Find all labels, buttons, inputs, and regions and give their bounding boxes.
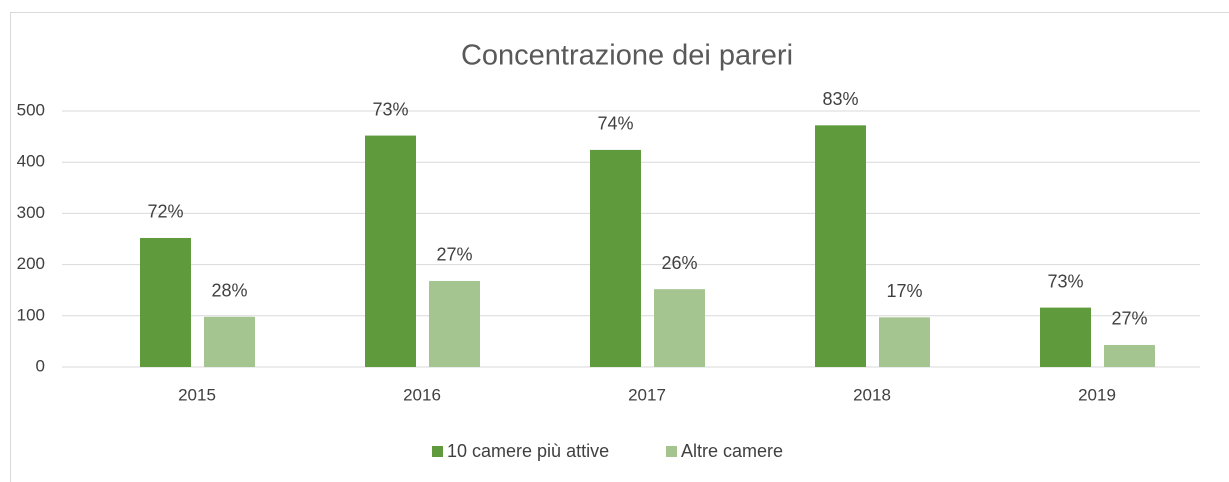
data-label: 73% xyxy=(1047,271,1083,291)
bar xyxy=(654,289,705,367)
data-label: 83% xyxy=(822,89,858,109)
y-tick-label: 300 xyxy=(17,203,45,222)
bar xyxy=(1040,307,1091,367)
x-tick-label: 2015 xyxy=(178,385,216,404)
data-label: 27% xyxy=(436,245,472,265)
y-tick-label: 500 xyxy=(17,100,45,119)
bar xyxy=(1104,344,1155,367)
data-label: 27% xyxy=(1111,309,1147,329)
data-label: 26% xyxy=(661,253,697,273)
data-label: 28% xyxy=(211,281,247,301)
bar xyxy=(879,317,930,367)
bar xyxy=(429,280,480,367)
y-tick-label: 200 xyxy=(17,254,45,273)
y-tick-label: 100 xyxy=(17,305,45,324)
chart-border xyxy=(10,12,1229,482)
y-tick-label: 400 xyxy=(17,152,45,171)
legend-label: 10 camere più attive xyxy=(447,441,609,461)
bar xyxy=(204,316,255,367)
data-label: 17% xyxy=(886,281,922,301)
legend-swatch xyxy=(432,446,443,457)
data-label: 74% xyxy=(597,114,633,134)
bar xyxy=(815,125,866,367)
bar xyxy=(140,237,191,367)
x-tick-label: 2017 xyxy=(628,385,666,404)
x-tick-label: 2016 xyxy=(403,385,441,404)
legend-swatch xyxy=(666,446,677,457)
legend-label: Altre camere xyxy=(681,441,783,461)
x-tick-label: 2019 xyxy=(1078,385,1116,404)
chart-title: Concentrazione dei pareri xyxy=(461,40,793,72)
x-tick-label: 2018 xyxy=(853,385,891,404)
y-tick-label: 0 xyxy=(36,356,45,375)
bar xyxy=(365,135,416,367)
data-label: 73% xyxy=(372,99,408,119)
bar xyxy=(590,149,641,367)
data-label: 72% xyxy=(147,202,183,222)
